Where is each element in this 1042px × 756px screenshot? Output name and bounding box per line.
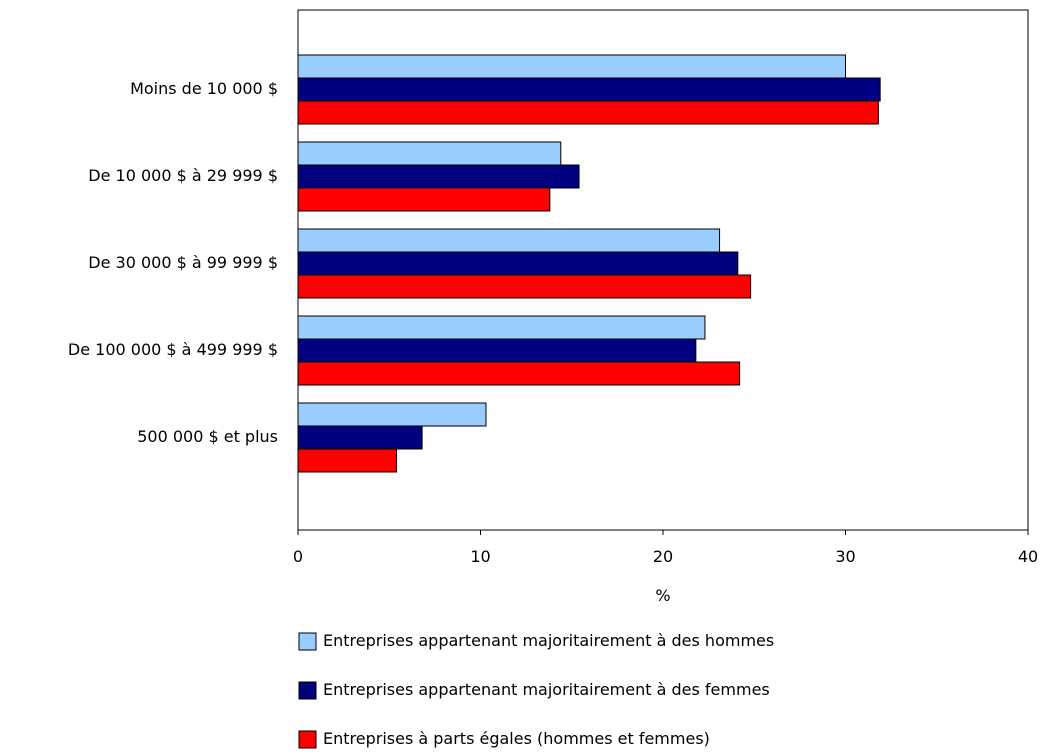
bar-5-series-2: [297, 425, 423, 450]
bar-1-series-2: [297, 77, 881, 102]
bar-4-series-3: [297, 361, 741, 386]
legend-swatch-1: [298, 632, 317, 651]
bar-1-series-1: [297, 54, 846, 79]
category-label-5: 500 000 $ et plus: [137, 427, 278, 446]
category-label-3: De 30 000 $ à 99 999 $: [88, 253, 278, 272]
category-label-1: Moins de 10 000 $: [130, 79, 278, 98]
category-label-2: De 10 000 $ à 29 999 $: [88, 166, 278, 185]
bar-5-series-3: [297, 448, 398, 473]
legend-swatch-3: [298, 730, 317, 749]
legend-swatch-2: [298, 681, 317, 700]
x-tick-label-1: 0: [293, 547, 303, 566]
legend-label-2: Entreprises appartenant majoritairement …: [323, 680, 770, 699]
x-axis-title: %: [655, 586, 670, 605]
bar-4-series-2: [297, 338, 697, 363]
bar-2-series-2: [297, 164, 580, 189]
x-tick-label-3: 20: [653, 547, 673, 566]
bar-5-series-1: [297, 402, 487, 427]
bar-3-series-2: [297, 251, 739, 276]
legend-label-1: Entreprises appartenant majoritairement …: [323, 631, 774, 650]
x-tick-label-2: 10: [470, 547, 490, 566]
bar-3-series-3: [297, 274, 752, 299]
category-label-4: De 100 000 $ à 499 999 $: [68, 340, 278, 359]
x-tick-label-4: 30: [835, 547, 855, 566]
bar-4-series-1: [297, 315, 706, 340]
bar-2-series-3: [297, 187, 551, 212]
bar-2-series-1: [297, 141, 562, 166]
bar-1-series-3: [297, 100, 879, 125]
bar-3-series-1: [297, 228, 721, 253]
legend-label-3: Entreprises à parts égales (hommes et fe…: [323, 729, 710, 748]
x-tick-label-5: 40: [1018, 547, 1038, 566]
